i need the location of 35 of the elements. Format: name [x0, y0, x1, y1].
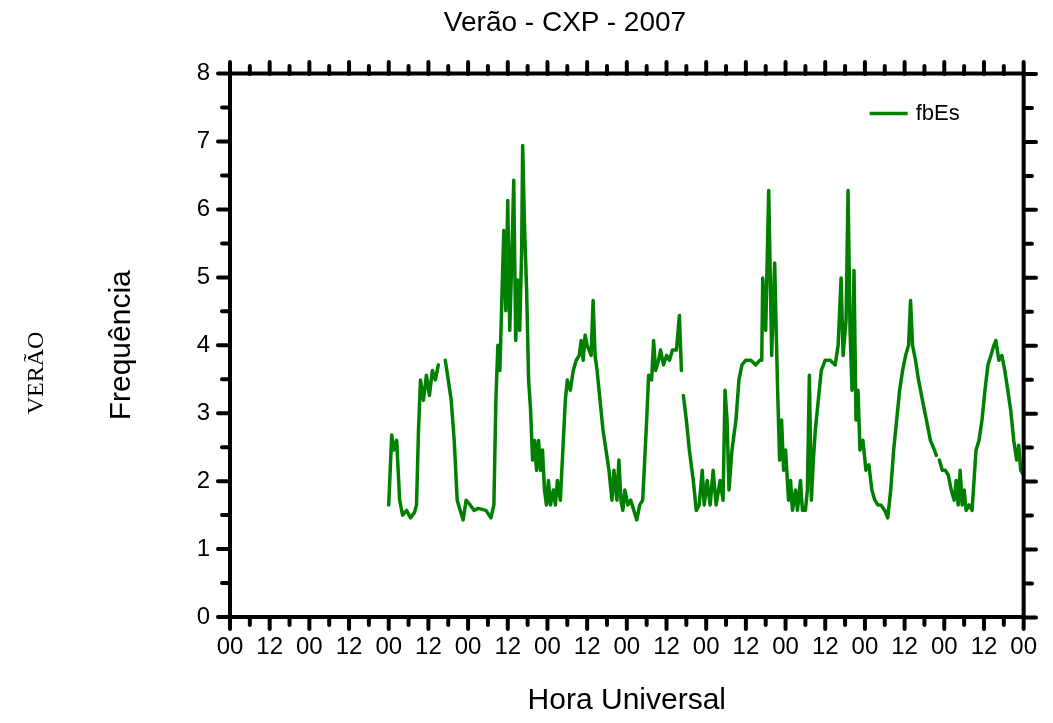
y-tick-label: 2 [196, 465, 210, 493]
x-tick-label: 12 [811, 632, 839, 660]
x-tick-label: 12 [335, 632, 363, 660]
x-tick-label: 12 [415, 632, 442, 660]
x-tick-label: 00 [375, 632, 403, 660]
x-tick-label: 12 [732, 632, 760, 660]
x-tick-label: 00 [1010, 632, 1037, 660]
y-tick-label: 1 [196, 533, 210, 561]
x-axis-title: Hora Universal [527, 682, 727, 716]
y-tick-label: 7 [196, 126, 210, 154]
x-tick-label: 12 [494, 632, 522, 660]
x-tick-label: 12 [653, 632, 680, 660]
x-tick-label: 12 [573, 632, 601, 660]
x-tick-label: 00 [296, 632, 323, 660]
y-axis-title: Frequência [103, 269, 137, 421]
x-tick-label: 00 [772, 632, 799, 660]
legend-label: fbEs [915, 99, 960, 125]
y-tick-label: 4 [196, 329, 210, 357]
y-tick-label: 0 [196, 601, 210, 629]
y-tick-label: 3 [196, 397, 210, 425]
chart-title: Verão - CXP - 2007 [443, 5, 687, 37]
x-tick-label: 00 [613, 632, 641, 660]
x-tick-label: 12 [970, 632, 998, 660]
y-tick-label: 5 [196, 262, 210, 289]
y-tick-label: 6 [196, 194, 210, 222]
x-tick-label: 00 [851, 632, 879, 660]
x-tick-label: 00 [454, 632, 482, 660]
y-tick-label: 8 [196, 58, 210, 86]
x-tick-label: 00 [930, 632, 958, 660]
x-tick-label: 00 [534, 632, 561, 660]
text: VERÃO [21, 331, 49, 415]
x-tick-label: 00 [216, 632, 244, 660]
x-tick-label: 12 [891, 632, 918, 660]
x-tick-label: 00 [692, 632, 720, 660]
x-tick-label: 12 [256, 632, 284, 660]
